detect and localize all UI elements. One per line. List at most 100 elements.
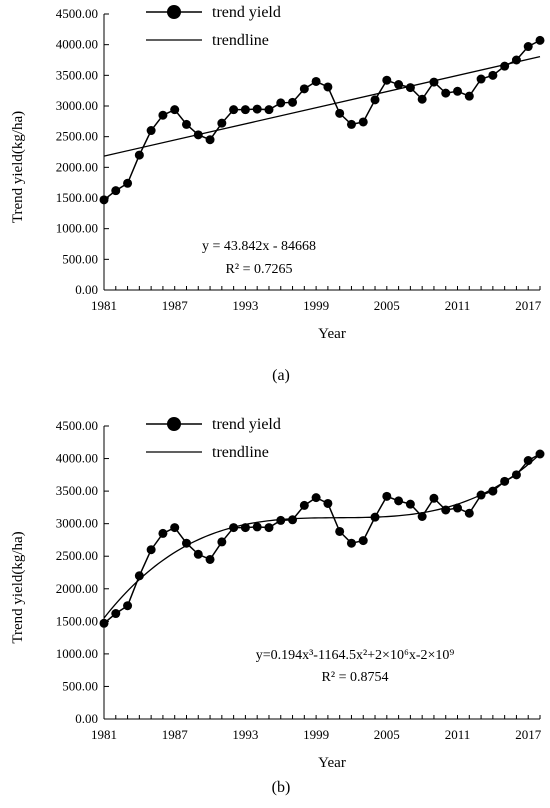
x-tick-label: 1981 [91,298,117,313]
legend-swatch-marker [167,417,181,431]
data-point [453,503,463,513]
data-point [205,554,215,564]
data-point [417,94,427,104]
x-tick-label: 2017 [515,727,542,742]
x-tick-label: 1987 [162,298,189,313]
data-point [346,119,356,129]
data-point [358,117,368,127]
data-point [193,549,203,559]
data-point [405,83,415,93]
data-point [476,74,486,84]
x-tick-label: 2017 [515,298,542,313]
y-tick-label: 3500.00 [56,483,98,498]
data-point [311,493,321,503]
y-tick-label: 2500.00 [56,129,98,144]
data-point [535,35,545,45]
data-point [441,505,451,515]
data-point [429,77,439,87]
legend-label: trendline [212,444,269,461]
data-point [181,538,191,548]
data-point [299,84,309,94]
annotation-equation: R² = 0.8754 [322,670,389,685]
data-point [240,523,250,533]
data-point [99,195,109,205]
y-tick-label: 500.00 [62,251,98,266]
data-point [193,130,203,140]
y-tick-label: 3000.00 [56,516,98,531]
trendline [103,453,541,619]
data-point [500,476,510,486]
x-tick-label: 1993 [232,298,258,313]
data-point [523,456,533,466]
x-tick-label: 1981 [91,727,117,742]
y-tick-label: 3000.00 [56,98,98,113]
trendline [103,55,541,157]
data-point [476,490,486,500]
x-tick-label: 2005 [374,727,400,742]
data-point [252,522,262,532]
data-point [464,91,474,101]
data-point [464,508,474,518]
data-point [311,76,321,86]
x-tick-label: 2005 [374,298,400,313]
data-point [217,118,227,128]
annotation-equation: R² = 0.7265 [226,262,293,277]
data-point [288,97,298,107]
data-point [370,512,380,522]
y-tick-label: 4000.00 [56,451,98,466]
data-point [123,178,133,188]
data-point [276,515,286,525]
series-line-trend-yield [103,453,541,624]
data-point [158,528,168,538]
legend-label: trendline [212,32,269,49]
y-tick-label: 2000.00 [56,159,98,174]
data-point [299,500,309,510]
data-point [500,61,510,71]
legend-label: trend yield [212,416,281,433]
x-tick-label: 1987 [162,727,189,742]
y-tick-label: 1500.00 [56,190,98,205]
y-axis-title: Trend yield(kg/ha) [10,531,26,643]
data-point [252,104,262,114]
data-point [523,42,533,52]
x-tick-label: 1993 [232,727,258,742]
panel-label: (a) [272,367,290,384]
series-line-trend-yield [103,39,541,201]
annotation-equation: y=0.194x³-1164.5x²+2×10⁶x-2×10⁹ [256,648,455,663]
data-point [382,491,392,501]
data-point [488,486,498,496]
x-tick-label: 2011 [445,727,471,742]
data-point [511,55,521,65]
data-point [346,538,356,548]
y-axis-title: Trend yield(kg/ha) [10,111,26,223]
data-point [323,498,333,508]
data-point [146,545,156,555]
data-point [229,105,239,115]
data-point [181,119,191,129]
data-point [370,95,380,105]
panel-label: (b) [272,779,291,796]
data-point [134,571,144,581]
data-point [170,105,180,115]
data-point [405,499,415,509]
data-point [335,526,345,536]
y-tick-label: 3500.00 [56,67,98,82]
data-point [429,493,439,503]
data-point [205,135,215,145]
data-point [111,186,121,196]
y-tick-label: 4500.00 [56,418,98,433]
data-point [453,86,463,96]
data-point [134,150,144,160]
legend-label: trend yield [212,4,281,21]
data-point [358,536,368,546]
data-point [264,105,274,115]
y-tick-label: 500.00 [62,678,98,693]
data-point [240,105,250,115]
y-tick-label: 1000.00 [56,646,98,661]
data-point [123,601,133,611]
data-point [417,512,427,522]
x-tick-label: 1999 [303,298,329,313]
data-point [323,82,333,92]
data-point [382,75,392,85]
